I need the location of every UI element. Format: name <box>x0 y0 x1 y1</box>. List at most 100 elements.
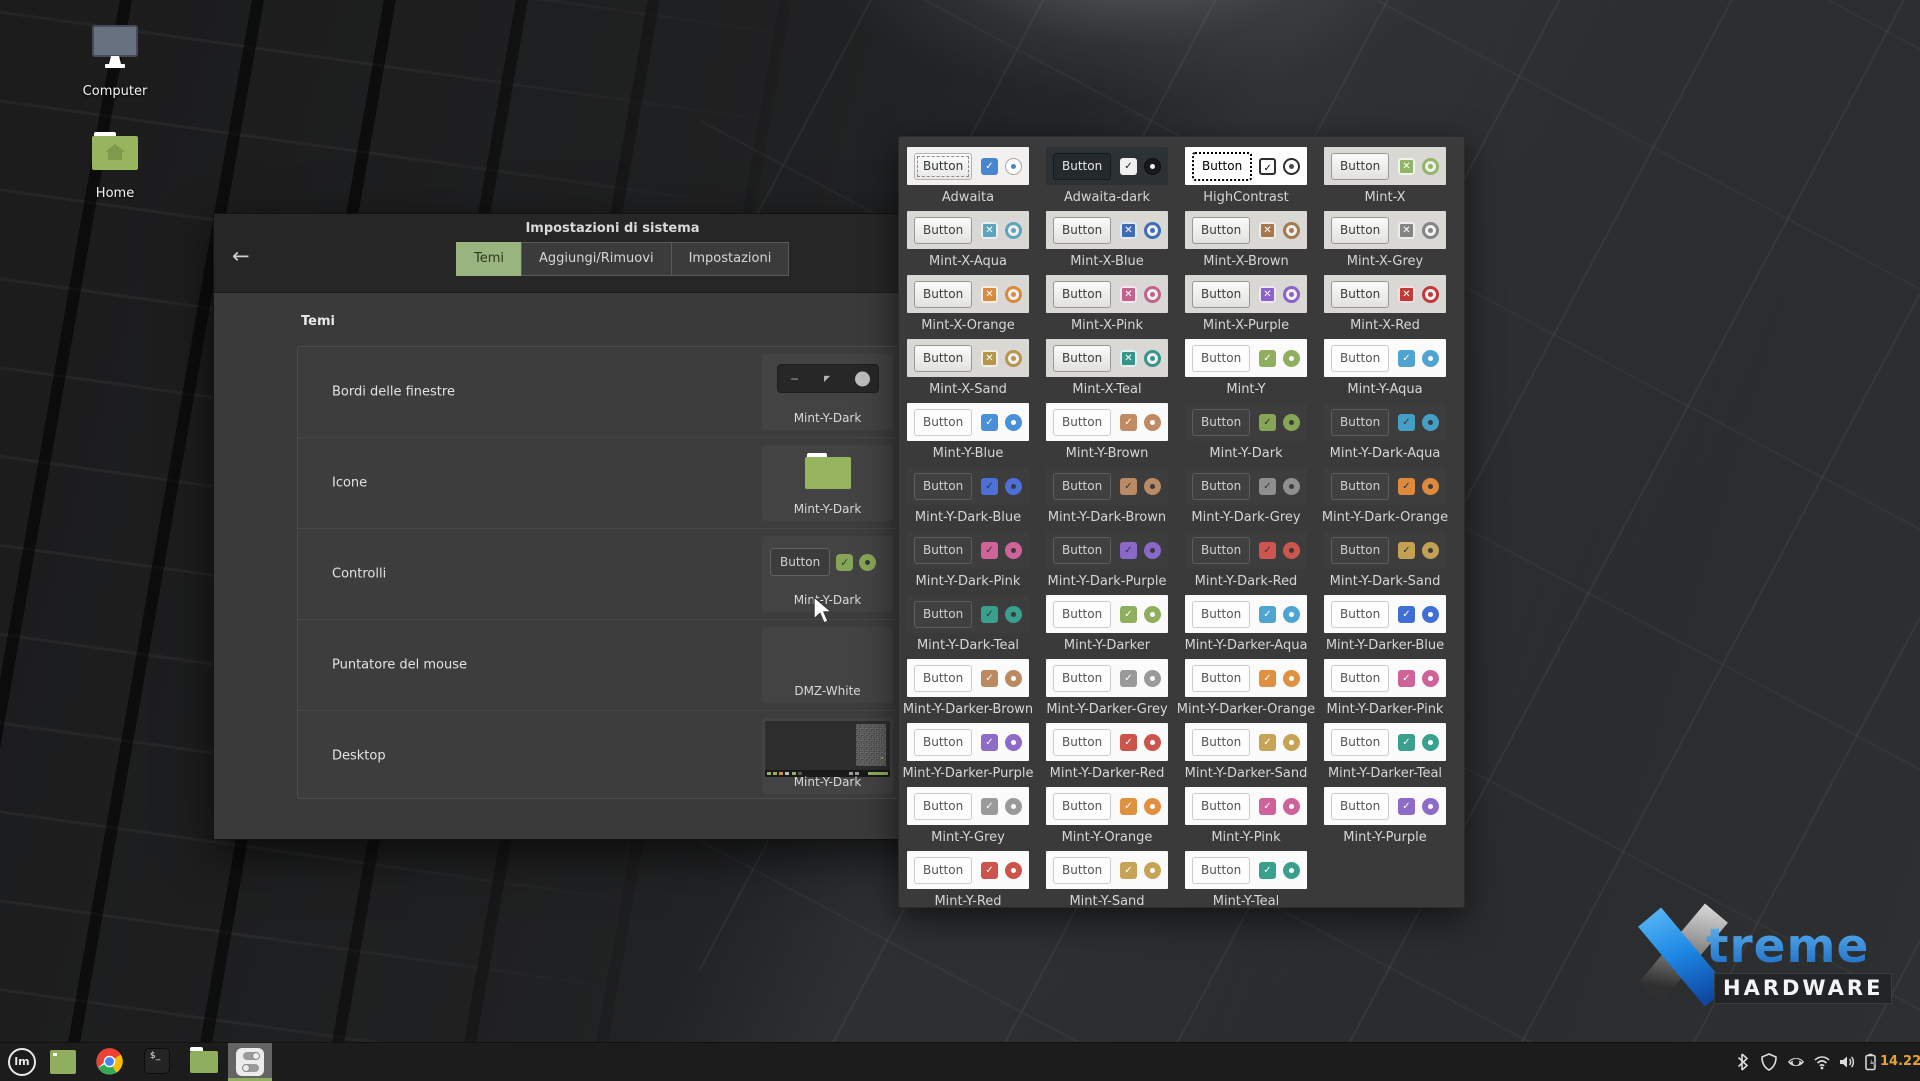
theme-option-label: Adwaita <box>941 190 995 205</box>
battery-icon[interactable] <box>1862 1053 1880 1071</box>
theme-option[interactable]: Button ✕ Mint-X <box>1324 147 1446 211</box>
theme-preview-radio <box>1422 349 1439 367</box>
theme-option-label: Mint-X-Purple <box>1202 318 1290 333</box>
theme-option[interactable]: Button ✓ Mint-Y-Darker-Orange <box>1177 659 1315 723</box>
row-label: Bordi delle finestre <box>332 384 455 400</box>
theme-option[interactable]: Button ✕ Mint-X-Red <box>1324 275 1446 339</box>
theme-option[interactable]: Button ✕ Mint-X-Orange <box>907 275 1029 339</box>
theme-preview-radio <box>1283 861 1300 879</box>
theme-option[interactable]: Button ✓ Mint-Y-Brown <box>1046 403 1168 467</box>
row-controls: Controlli Button ✓ Mint-Y-Dark <box>298 528 914 619</box>
theme-picker-dialog: Button ✓ Adwaita Button ✓ Adwaita-dark Button ✓… <box>898 136 1465 909</box>
theme-option[interactable]: Button ✓ Mint-Y-Purple <box>1324 787 1446 851</box>
theme-option[interactable]: Button ✓ Mint-Y-Dark-Orange <box>1322 467 1448 531</box>
window-borders-picker[interactable]: − ◤ ✕ Mint-Y-Dark <box>762 354 893 430</box>
theme-option[interactable]: Button ✓ Mint-Y-Dark-Aqua <box>1324 403 1446 467</box>
desktop-icon-computer[interactable]: Computer <box>65 24 165 99</box>
back-button[interactable]: ← <box>232 244 250 268</box>
theme-option[interactable]: Button ✓ Mint-Y-Blue <box>907 403 1029 467</box>
theme-option[interactable]: Button ✓ Mint-Y-Darker-Red <box>1046 723 1168 787</box>
theme-preview-checkbox: ✕ <box>1259 285 1276 303</box>
theme-option[interactable]: Button ✓ Mint-Y-Darker <box>1046 595 1168 659</box>
mint-menu-button[interactable]: lm <box>8 1048 36 1076</box>
theme-preview-tile: Button ✓ <box>907 147 1029 185</box>
theme-option[interactable]: Button ✓ Mint-Y-Teal <box>1185 851 1307 915</box>
window-header: Impostazioni di sistema ← Temi Aggiungi/… <box>214 214 1011 293</box>
terminal-launcher[interactable]: $_ <box>144 1048 172 1076</box>
theme-option[interactable]: Button ✕ Mint-X-Blue <box>1046 211 1168 275</box>
theme-option[interactable]: Button ✓ Mint-Y-Dark-Blue <box>907 467 1029 531</box>
theme-preview-checkbox: ✓ <box>1259 669 1276 687</box>
system-settings-task[interactable] <box>236 1048 264 1076</box>
theme-option[interactable]: Button ✓ Mint-Y-Red <box>907 851 1029 915</box>
chrome-launcher[interactable] <box>96 1048 124 1076</box>
theme-option[interactable]: Button ✕ Mint-X-Grey <box>1324 211 1446 275</box>
theme-preview-tile: Button ✕ <box>907 275 1029 313</box>
theme-preview-checkbox: ✓ <box>1120 797 1137 815</box>
desktop-icon-home[interactable]: Home <box>65 130 165 201</box>
theme-preview-button: Button <box>1053 344 1112 372</box>
theme-option[interactable]: Button ✓ Mint-Y-Dark-Teal <box>907 595 1029 659</box>
theme-option[interactable]: Button ✕ Mint-X-Aqua <box>907 211 1029 275</box>
theme-option[interactable]: Button ✓ Mint-Y-Dark <box>1185 403 1307 467</box>
theme-option[interactable]: Button ✓ Mint-Y-Darker-Brown <box>903 659 1033 723</box>
icons-picker[interactable]: Mint-Y-Dark <box>762 445 893 521</box>
theme-option[interactable]: Button ✓ Mint-Y-Dark-Sand <box>1324 531 1446 595</box>
picker-value: Mint-Y-Dark <box>793 593 862 607</box>
theme-preview-checkbox: ✓ <box>1398 541 1415 559</box>
tab-temi[interactable]: Temi <box>456 242 523 276</box>
theme-preview-checkbox: ✓ <box>1259 861 1276 879</box>
theme-option[interactable]: Button ✓ Mint-Y <box>1185 339 1307 403</box>
theme-option-label: Mint-Y-Brown <box>1065 446 1149 461</box>
theme-option[interactable]: Button ✕ Mint-X-Pink <box>1046 275 1168 339</box>
theme-option[interactable]: Button ✓ Mint-Y-Orange <box>1046 787 1168 851</box>
tab-aggiungi-rimuovi[interactable]: Aggiungi/Rimuovi <box>521 242 672 276</box>
theme-option[interactable]: Button ✓ Mint-Y-Darker-Teal <box>1324 723 1446 787</box>
theme-option[interactable]: Button ✓ HighContrast <box>1185 147 1307 211</box>
theme-option[interactable]: Button ✓ Mint-Y-Dark-Purple <box>1046 531 1168 595</box>
theme-option[interactable]: Button ✕ Mint-X-Brown <box>1185 211 1307 275</box>
nvidia-icon[interactable] <box>1786 1053 1804 1071</box>
theme-preview-checkbox: ✓ <box>981 157 998 175</box>
theme-option[interactable]: Button ✓ Mint-Y-Darker-Grey <box>1046 659 1168 723</box>
theme-option[interactable]: Button ✕ Mint-X-Sand <box>907 339 1029 403</box>
theme-option[interactable]: Button ✓ Mint-Y-Darker-Blue <box>1324 595 1446 659</box>
theme-option[interactable]: Button ✓ Mint-Y-Darker-Purple <box>902 723 1034 787</box>
theme-option[interactable]: Button ✓ Mint-Y-Pink <box>1185 787 1307 851</box>
files-launcher[interactable] <box>190 1047 218 1076</box>
theme-option-label: Mint-X-Red <box>1350 318 1420 333</box>
theme-preview-button: Button <box>1192 792 1251 820</box>
show-desktop-button[interactable] <box>50 1048 78 1076</box>
bluetooth-icon[interactable] <box>1734 1053 1752 1071</box>
theme-option[interactable]: Button ✓ Mint-Y-Dark-Pink <box>907 531 1029 595</box>
theme-option[interactable]: Button ✓ Mint-Y-Aqua <box>1324 339 1446 403</box>
volume-icon[interactable] <box>1838 1053 1856 1071</box>
theme-option[interactable]: Button ✓ Adwaita <box>907 147 1029 211</box>
theme-option[interactable]: Button ✓ Mint-Y-Darker-Pink <box>1324 659 1446 723</box>
theme-preview-button: Button <box>1192 216 1251 244</box>
clock[interactable]: 14.22 <box>1880 1054 1920 1069</box>
theme-option[interactable]: Button ✓ Mint-Y-Darker-Sand <box>1185 723 1307 787</box>
theme-option[interactable]: Button ✓ Mint-Y-Grey <box>907 787 1029 851</box>
theme-option[interactable]: Button ✓ Adwaita-dark <box>1046 147 1168 211</box>
theme-option[interactable]: Button ✕ Mint-X-Purple <box>1185 275 1307 339</box>
theme-option[interactable]: Button ✓ Mint-Y-Dark-Red <box>1185 531 1307 595</box>
theme-option[interactable]: Button ✓ Mint-Y-Dark-Grey <box>1185 467 1307 531</box>
theme-option[interactable]: Button ✓ Mint-Y-Sand <box>1046 851 1168 915</box>
theme-preview-checkbox: ✕ <box>1398 285 1415 303</box>
mouse-pointer-picker[interactable]: DMZ-White <box>762 627 893 703</box>
theme-preview-tile: Button ✓ <box>1046 531 1168 569</box>
theme-option[interactable]: Button ✓ Mint-Y-Dark-Brown <box>1046 467 1168 531</box>
desktop-picker[interactable]: Mint-Y-Dark <box>762 718 893 794</box>
controls-picker[interactable]: Button ✓ Mint-Y-Dark <box>762 536 893 612</box>
theme-option-label: Mint-Y-Dark-Orange <box>1321 510 1449 525</box>
system-settings-icon <box>236 1048 264 1076</box>
theme-preview-tile: Button ✓ <box>1324 787 1446 825</box>
shield-icon[interactable] <box>1760 1053 1778 1071</box>
tab-impostazioni[interactable]: Impostazioni <box>670 242 790 276</box>
wifi-icon[interactable] <box>1813 1053 1831 1071</box>
theme-option[interactable]: Button ✓ Mint-Y-Darker-Aqua <box>1185 595 1307 659</box>
theme-option-label: Mint-Y-Darker-Sand <box>1184 766 1308 781</box>
theme-option[interactable]: Button ✕ Mint-X-Teal <box>1046 339 1168 403</box>
theme-option-label: HighContrast <box>1203 190 1289 205</box>
